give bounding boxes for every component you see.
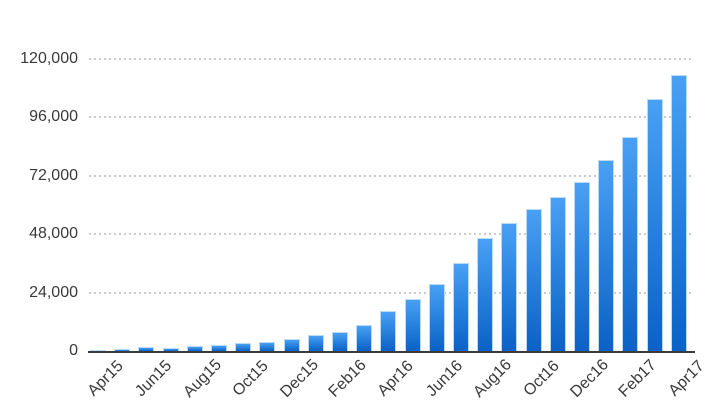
y-axis-tick-label: 96,000 (29, 108, 78, 126)
y-axis-tick-label: 24,000 (29, 283, 78, 301)
bar-Mar17 (646, 99, 663, 351)
y-axis-tick-label: 72,000 (29, 166, 78, 184)
bar-Aug15 (186, 346, 203, 351)
x-axis-tick-label: Dec15 (276, 356, 322, 402)
gridline (89, 233, 694, 236)
x-axis-tick-label: Apr16 (374, 357, 418, 400)
x-axis-tick-label: Apr15 (84, 357, 127, 400)
gridline (89, 174, 694, 177)
x-axis-tick-label: Oct16 (520, 357, 563, 400)
bar-May15 (114, 349, 131, 351)
bar-Feb16 (332, 332, 348, 351)
bar-Aug16 (477, 238, 494, 351)
x-axis-line (88, 351, 695, 353)
bar-Nov15 (259, 342, 276, 351)
bar-Sep15 (211, 345, 227, 351)
bar-Jul16 (453, 263, 469, 351)
gridline (89, 58, 694, 60)
bar-Nov16 (549, 197, 566, 351)
x-axis-tick-label: Apr17 (665, 357, 708, 400)
bar-Mar16 (356, 325, 373, 351)
bar-Jan16 (307, 335, 324, 351)
gridline (89, 116, 694, 119)
gridline (89, 291, 694, 294)
bar-Apr17 (670, 75, 687, 351)
bar-Jun15 (138, 347, 155, 351)
y-axis-tick-label: 120,000 (20, 50, 78, 67)
y-axis-tick-label: 48,000 (29, 225, 78, 243)
bar-Jun16 (428, 284, 445, 351)
y-axis-tick-label: 0 (69, 342, 78, 359)
bar-Dec16 (574, 182, 590, 351)
bar-Jan17 (598, 160, 615, 351)
bar-Oct15 (235, 343, 252, 351)
bar-May16 (404, 299, 421, 351)
bar-Jul15 (162, 348, 179, 351)
bar-Apr16 (380, 311, 397, 351)
x-axis-tick-label: Dec16 (567, 356, 613, 402)
x-axis-tick-label: Feb16 (325, 356, 370, 401)
bar-Feb17 (622, 137, 639, 351)
bar-Oct16 (525, 209, 542, 351)
x-axis-tick-label: Oct15 (229, 357, 272, 400)
x-axis-tick-label: Feb17 (615, 356, 661, 401)
x-axis-tick-label: Jun15 (132, 357, 176, 401)
bar-Apr15 (90, 350, 106, 351)
bar-Sep16 (501, 223, 518, 351)
x-axis-tick-label: Jun16 (423, 357, 466, 401)
bar-Dec15 (283, 339, 300, 351)
x-axis-tick-label: Aug15 (180, 356, 225, 402)
x-axis-tick-label: Aug16 (470, 356, 516, 402)
